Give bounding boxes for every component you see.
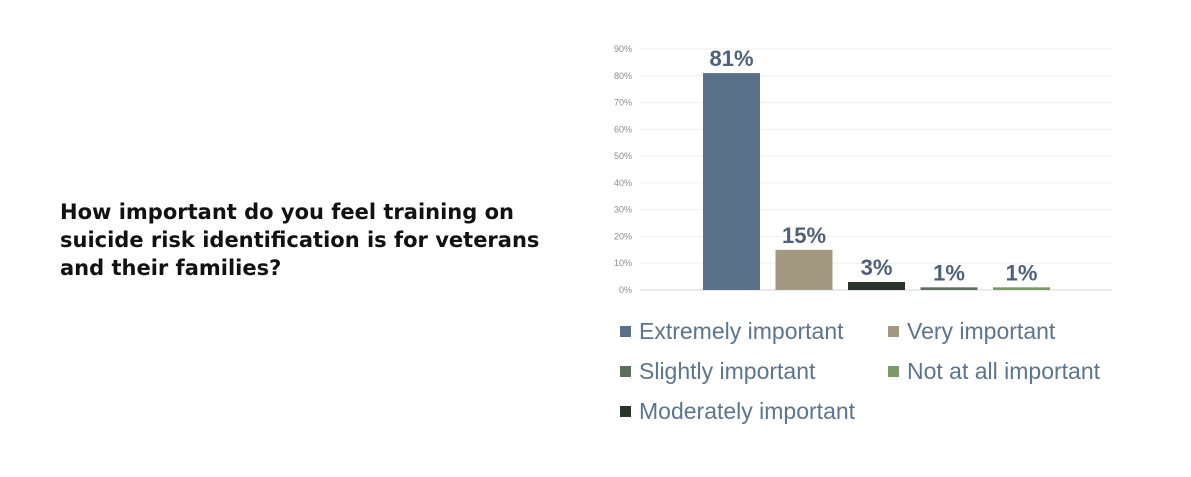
bar-very-important	[775, 249, 833, 290]
legend-label: Very important	[907, 318, 1056, 344]
bar-slightly-important	[920, 287, 978, 290]
bar-not-at-all-important	[993, 287, 1050, 290]
y-tick-label: 0%	[619, 285, 632, 295]
legend-swatch	[620, 406, 631, 417]
bar-extremely-important	[703, 73, 760, 290]
bar-moderately-important	[848, 281, 905, 290]
legend-label: Slightly important	[639, 358, 816, 384]
data-label: 15%	[782, 223, 826, 248]
y-tick-label: 70%	[614, 98, 632, 108]
y-tick-label: 60%	[614, 124, 632, 134]
data-label: 81%	[709, 46, 753, 71]
y-tick-label: 30%	[614, 205, 632, 215]
legend-swatch	[888, 326, 899, 337]
data-label: 1%	[1006, 260, 1038, 285]
y-tick-label: 20%	[614, 231, 632, 241]
y-tick-label: 50%	[614, 151, 632, 161]
legend-item-extremely-important: Extremely important	[620, 318, 844, 345]
legend-label: Extremely important	[639, 318, 844, 344]
legend-swatch	[620, 366, 631, 377]
legend-swatch	[620, 326, 631, 337]
legend-label: Not at all important	[907, 358, 1101, 384]
y-tick-label: 80%	[614, 71, 632, 81]
legend-swatch	[888, 366, 899, 377]
legend-item-slightly-important: Slightly important	[620, 358, 815, 385]
data-label: 3%	[861, 255, 893, 280]
y-tick-label: 90%	[614, 44, 632, 54]
legend-item-very-important: Very important	[888, 318, 1055, 345]
data-label: 1%	[933, 260, 965, 285]
y-tick-label: 10%	[614, 258, 632, 268]
legend-item-not-at-all-important: Not at all important	[888, 358, 1100, 385]
legend-item-moderately-important: Moderately important	[620, 398, 855, 425]
y-tick-label: 40%	[614, 178, 632, 188]
question-text: How important do you feel training on su…	[60, 200, 540, 280]
legend-label: Moderately important	[639, 398, 856, 424]
